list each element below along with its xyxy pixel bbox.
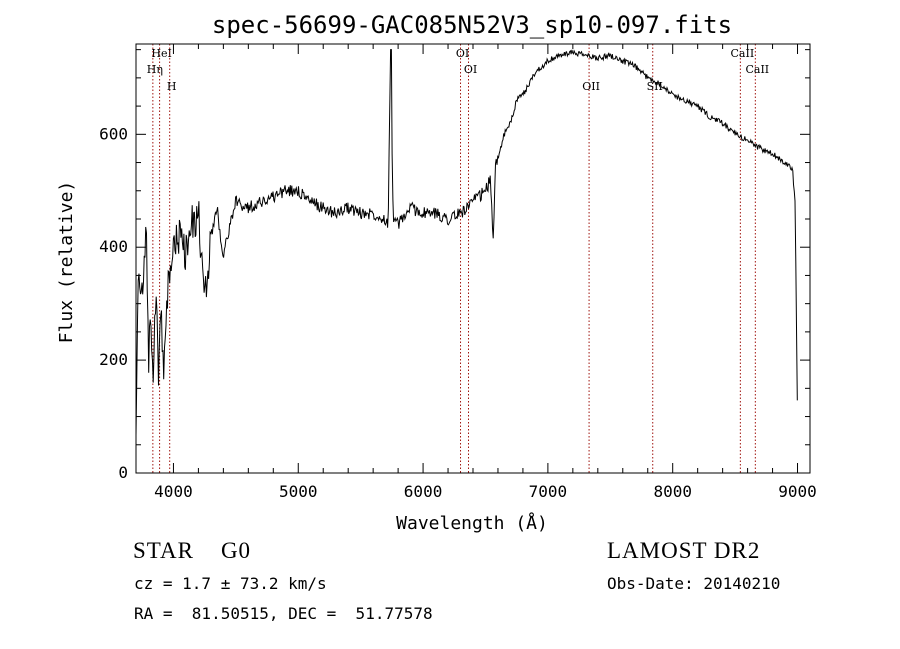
marker-label: OI [456,47,469,60]
x-tick-label: 7000 [529,482,568,501]
coordinates: RA = 81.50515, DEC = 51.77578 [134,604,433,623]
survey-name: LAMOST DR2 [607,538,761,563]
x-tick-label: 5000 [279,482,318,501]
marker-label: CaII [731,47,755,60]
marker-label: OII [582,80,600,93]
x-tick-label: 9000 [778,482,817,501]
x-tick-label: 6000 [404,482,443,501]
marker-label: HeI [151,47,171,60]
y-tick-label: 0 [118,463,128,482]
marker-label: CaII [745,63,769,76]
plot-frame [135,43,811,474]
observation-date: Obs-Date: 20140210 [607,574,781,593]
marker-label: Hη [147,63,163,76]
marker-label: OI [464,63,477,76]
spectrum-line [135,49,798,436]
y-tick-label: 400 [99,237,128,256]
redshift-value: cz = 1.7 ± 73.2 km/s [134,574,327,593]
object-class: STAR G0 [133,538,252,563]
x-tick-label: 4000 [154,482,193,501]
spectrum-series [135,49,798,436]
y-axis-label: Flux (relative) [56,181,77,344]
axes: 4000 5000 6000 7000 8000 9000 0 200 400 600 [99,43,817,501]
x-axis-label: Wavelength (Å) [396,512,548,534]
y-tick-label: 200 [99,350,128,369]
x-tick-label: 8000 [653,482,692,501]
marker-label: H [167,80,177,93]
y-tick-label: 600 [99,124,128,143]
chart-title: spec-56699-GAC085N52V3_sp10-097.fits [212,11,732,39]
